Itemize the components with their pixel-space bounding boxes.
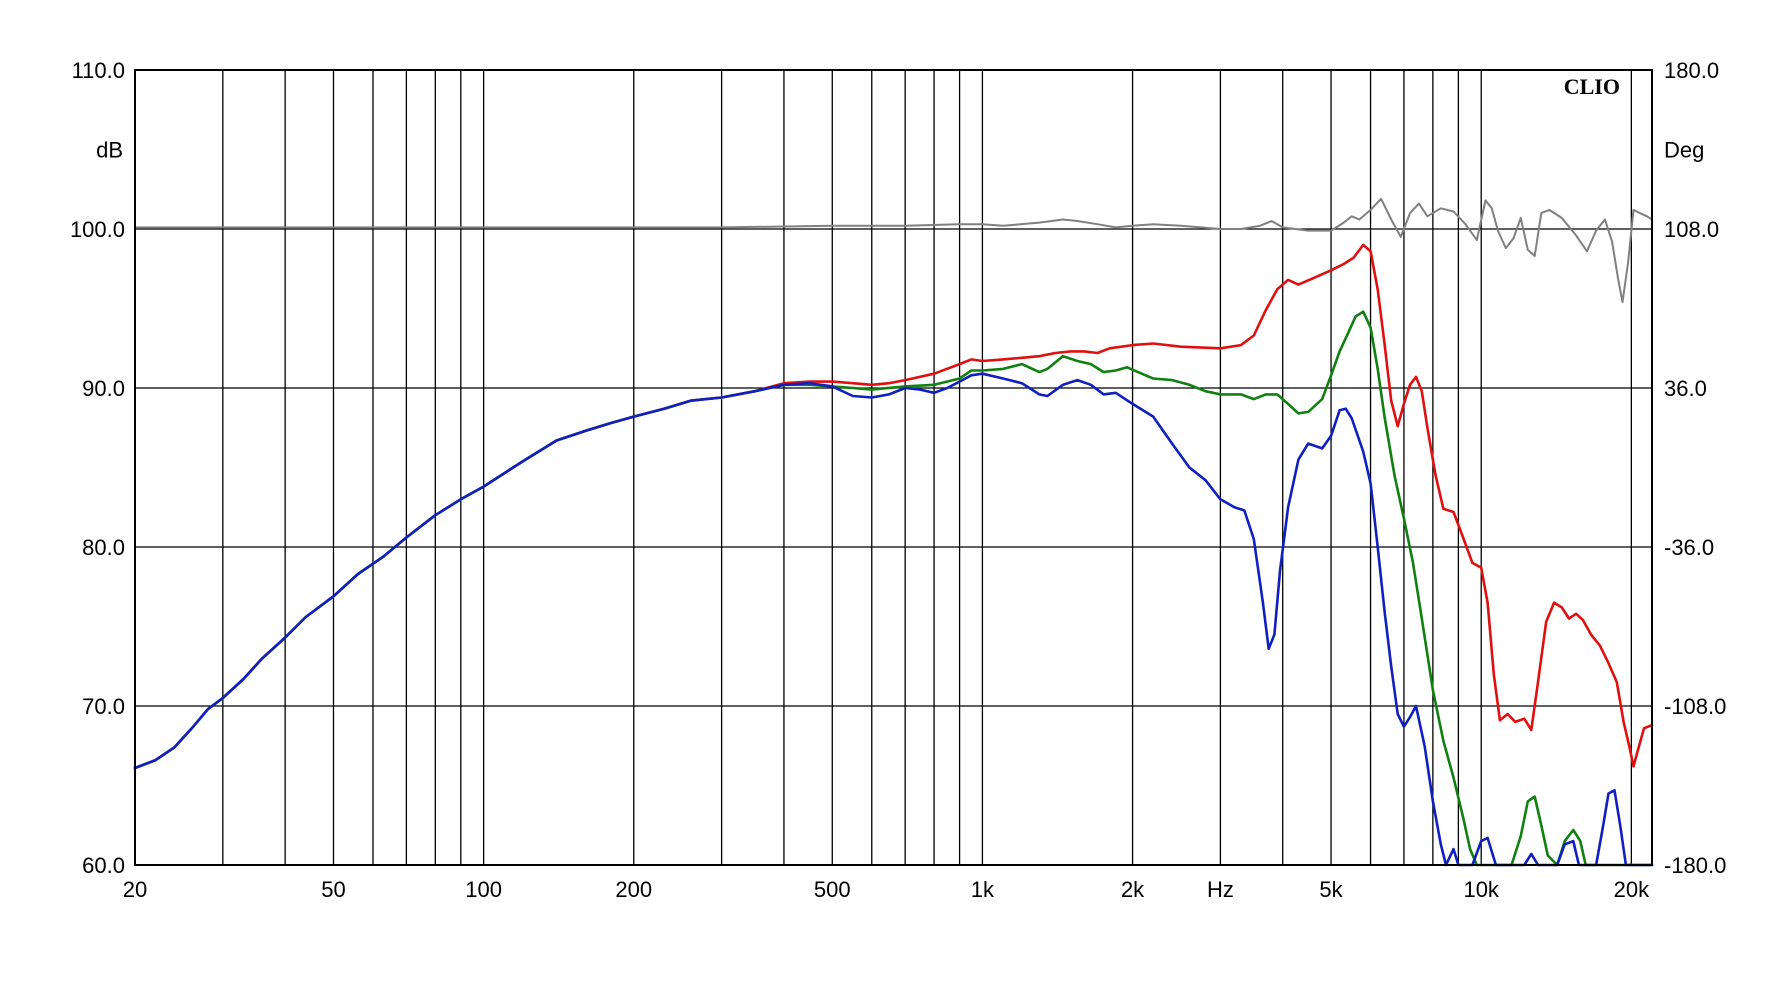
left-axis-unit: dB [96, 138, 123, 163]
green-series-line [133, 310, 1654, 867]
left-tick-label: 90.0 [82, 376, 125, 401]
left-tick-label: 80.0 [82, 535, 125, 560]
left-tick-label: 60.0 [82, 853, 125, 878]
x-tick-label: 50 [321, 877, 345, 902]
x-tick-label: 200 [615, 877, 652, 902]
x-tick-label: 20k [1614, 877, 1650, 902]
left-tick-label: 110.0 [72, 58, 125, 83]
right-tick-label: -180.0 [1664, 853, 1726, 878]
x-tick-label: 10k [1463, 877, 1499, 902]
x-tick-label: 5k [1319, 877, 1343, 902]
x-tick-label: 1k [971, 877, 995, 902]
clio-brand-label: CLIO [1564, 74, 1620, 99]
grid [135, 69, 1652, 866]
x-tick-label: 2k [1121, 877, 1145, 902]
left-tick-label: 100.0 [70, 217, 125, 242]
right-tick-label: -36.0 [1664, 535, 1714, 560]
left-tick-label: 70.0 [82, 694, 125, 719]
right-axis-unit: Deg [1664, 138, 1704, 163]
x-tick-label: 20 [123, 877, 147, 902]
x-tick-label: 500 [814, 877, 851, 902]
x-axis-unit: Hz [1207, 877, 1234, 902]
right-tick-label: 180.0 [1664, 58, 1719, 83]
x-tick-label: 100 [465, 877, 502, 902]
gray-series-line [134, 197, 1653, 304]
right-tick-label: 108.0 [1664, 217, 1719, 242]
right-tick-label: 36.0 [1664, 376, 1707, 401]
blue-series-line [133, 372, 1654, 867]
series-layer [133, 197, 1654, 867]
right-tick-label: -108.0 [1664, 694, 1726, 719]
plot-frame [134, 69, 1653, 866]
labels: 110.0 100.0 90.0 80.0 70.0 60.0 180.0 108.0 36.0… [70, 58, 1726, 902]
red-series-line [133, 243, 1654, 770]
